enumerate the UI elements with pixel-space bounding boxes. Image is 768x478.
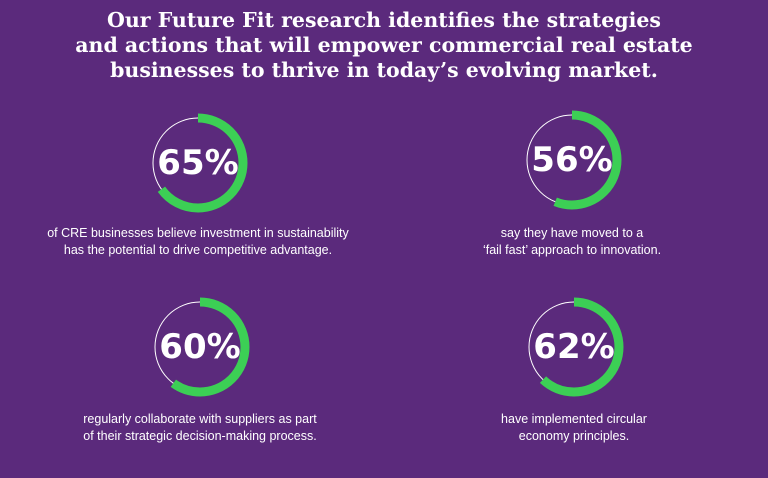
percentage-ring: 62% <box>519 292 629 402</box>
ring-progress-arc <box>148 113 248 213</box>
percentage-ring: 56% <box>517 105 627 215</box>
percentage-value: 65% <box>157 143 239 183</box>
headline-line: businesses to thrive in today’s evolving… <box>110 58 658 82</box>
caption-line: of their strategic decision-making proce… <box>83 429 317 443</box>
percentage-ring: 60% <box>145 292 255 402</box>
stat-caption: of CRE businesses believe investment in … <box>18 225 378 259</box>
stat-caption: have implemented circular economy princip… <box>394 411 754 445</box>
caption-line: say they have moved to a <box>500 226 644 240</box>
stat-caption: say they have moved to a ‘fail fast’ appr… <box>392 225 752 259</box>
caption-line: has the potential to drive competitive a… <box>63 243 333 257</box>
caption-line: of CRE businesses believe investment in … <box>47 226 349 240</box>
caption-line: ‘fail fast’ approach to innovation. <box>482 243 662 257</box>
stat-caption: regularly collaborate with suppliers as … <box>20 411 380 445</box>
headline: Our Future Fit research identifies the s… <box>0 8 768 83</box>
headline-line: Our Future Fit research identifies the s… <box>107 8 661 32</box>
ring-progress-arc <box>522 110 622 210</box>
ring-progress-arc <box>524 297 624 397</box>
percentage-value: 62% <box>533 327 615 367</box>
headline-line: and actions that will empower commercial… <box>75 33 693 57</box>
caption-line: economy principles. <box>518 429 630 443</box>
percentage-value: 56% <box>531 140 613 180</box>
caption-line: have implemented circular <box>501 412 647 426</box>
percentage-ring: 65% <box>143 108 253 218</box>
caption-line: regularly collaborate with suppliers as … <box>83 412 317 426</box>
percentage-value: 60% <box>159 327 241 367</box>
ring-progress-arc <box>150 297 250 397</box>
